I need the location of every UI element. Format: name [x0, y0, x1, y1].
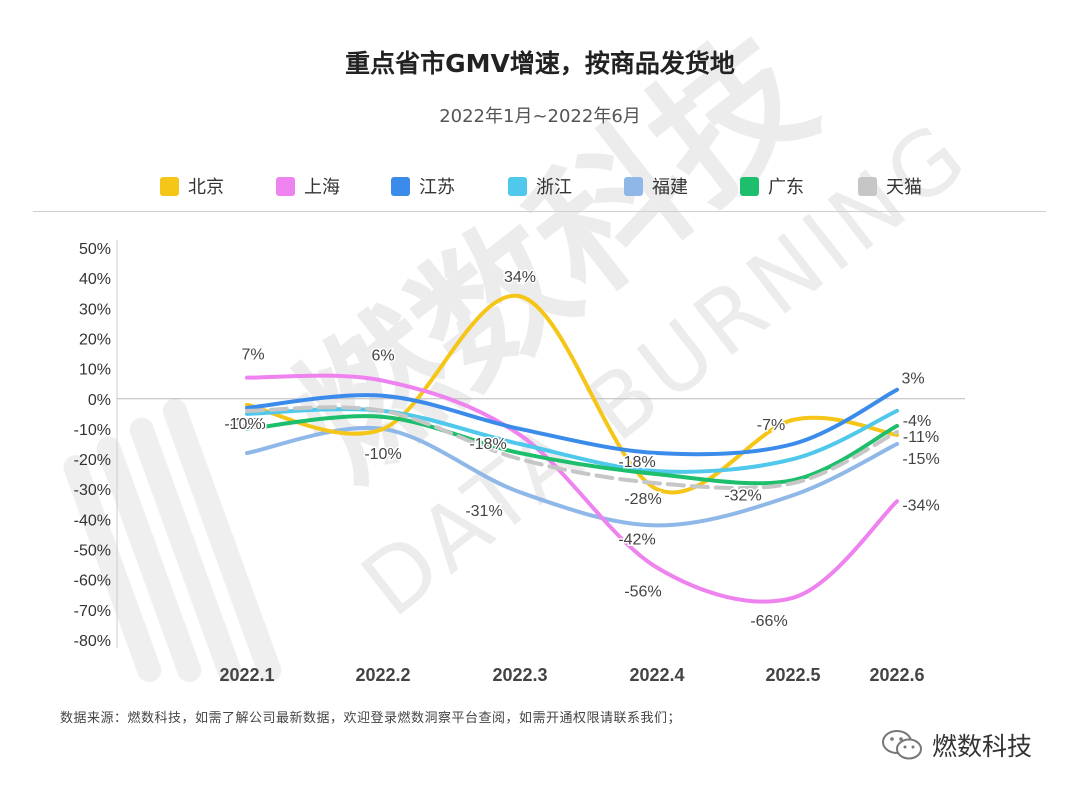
data-label-上海: 7%	[241, 347, 264, 364]
chart-title: 重点省市GMV增速，按商品发货地	[345, 49, 735, 78]
chart-subtitle: 2022年1月~2022年6月	[439, 106, 641, 127]
data-label-福建: -18%	[228, 416, 265, 433]
series-line-天猫	[245, 405, 899, 491]
legend-label: 福建	[652, 177, 688, 198]
legend-swatch	[160, 176, 179, 196]
data-label-上海: -66%	[750, 613, 787, 630]
legend-label: 广东	[768, 177, 804, 198]
legend-item-福建[interactable]: 福建	[624, 173, 688, 199]
y-tick-label: 30%	[79, 301, 111, 318]
y-tick-label: -60%	[74, 573, 111, 590]
x-tick-label: 2022.2	[355, 665, 410, 685]
y-tick-label: -50%	[74, 543, 111, 560]
legend-item-广东[interactable]: 广东	[740, 173, 804, 199]
y-tick-label: 0%	[88, 392, 111, 409]
y-tick-label: -80%	[74, 633, 111, 650]
data-label-江苏: -18%	[618, 454, 655, 471]
legend-label: 浙江	[536, 177, 572, 198]
x-tick-label: 2022.6	[869, 665, 924, 685]
brand-badge: 燃数科技	[880, 727, 1032, 763]
legend-swatch	[740, 176, 759, 196]
y-tick-label: -20%	[74, 452, 111, 469]
x-tick-label: 2022.1	[219, 665, 274, 685]
data-label-广东: -10%	[224, 416, 261, 433]
series-line-江苏	[245, 387, 899, 457]
data-label-上海: 6%	[371, 348, 394, 365]
legend-swatch	[624, 176, 643, 196]
legend-swatch	[391, 176, 410, 196]
data-label-福建: -32%	[724, 487, 761, 504]
y-tick-label: -10%	[74, 422, 111, 439]
data-label-福建: -42%	[618, 531, 655, 548]
data-label-上海: -56%	[624, 584, 661, 601]
data-label-天猫: -11%	[903, 429, 939, 446]
data-label-广东: -18%	[469, 436, 506, 453]
chart-axes: 50% 40% 30% 20% 10% 0% -10% -20% -30% -40% -50% -60…	[74, 240, 965, 685]
legend-label: 江苏	[419, 177, 455, 198]
data-label-天猫: -28%	[624, 491, 661, 508]
legend-swatch	[276, 176, 295, 196]
legend-item-上海[interactable]: 上海	[276, 173, 340, 199]
data-label-北京: 34%	[504, 269, 536, 286]
data-label-福建: -15%	[902, 451, 939, 468]
x-tick-label: 2022.4	[629, 665, 684, 685]
series-line-浙江	[245, 407, 899, 474]
chart-data-labels: 34%-7%7% 6%-56%-66%-34%-18%3%-4%-18%-10%-…	[223, 268, 941, 632]
legend-label: 上海	[304, 177, 340, 198]
series-line-福建	[245, 425, 899, 528]
legend-swatch	[508, 176, 527, 196]
watermark-logo-icon	[63, 398, 282, 683]
legend-swatch	[858, 176, 877, 196]
y-tick-label: 40%	[79, 271, 111, 288]
legend-divider	[33, 211, 1046, 212]
data-label-北京: -7%	[757, 417, 785, 434]
data-label-福建: -10%	[364, 446, 401, 463]
y-tick-label: 20%	[79, 331, 111, 348]
series-line-上海	[245, 373, 899, 604]
legend-item-天猫[interactable]: 天猫	[858, 173, 922, 199]
chart-series	[245, 293, 899, 604]
x-tick-label: 2022.3	[492, 665, 547, 685]
data-label-福建: -31%	[465, 503, 502, 520]
data-label-上海: -34%	[902, 497, 939, 514]
legend-label: 天猫	[886, 177, 922, 198]
data-label-江苏: 3%	[901, 371, 924, 388]
y-tick-label: -40%	[74, 512, 111, 529]
chart-legend: 北京 上海 江苏 浙江 福建 广东 天猫	[0, 173, 1080, 199]
x-tick-label: 2022.5	[765, 665, 820, 685]
wechat-icon	[882, 730, 922, 760]
legend-item-北京[interactable]: 北京	[160, 173, 224, 199]
legend-item-浙江[interactable]: 浙江	[508, 173, 572, 199]
source-footnote: 数据来源：燃数科技，如需了解公司最新数据，欢迎登录燃数洞察平台查阅，如需开通权限…	[60, 711, 682, 726]
y-tick-label: 50%	[79, 241, 111, 258]
y-tick-label: 10%	[79, 362, 111, 379]
legend-item-江苏[interactable]: 江苏	[391, 173, 455, 199]
y-tick-label: -70%	[74, 603, 111, 620]
series-line-广东	[245, 414, 899, 486]
legend-label: 北京	[188, 177, 224, 198]
data-label-浙江: -4%	[903, 413, 931, 430]
y-tick-label: -30%	[74, 482, 111, 499]
brand-name: 燃数科技	[932, 732, 1033, 761]
